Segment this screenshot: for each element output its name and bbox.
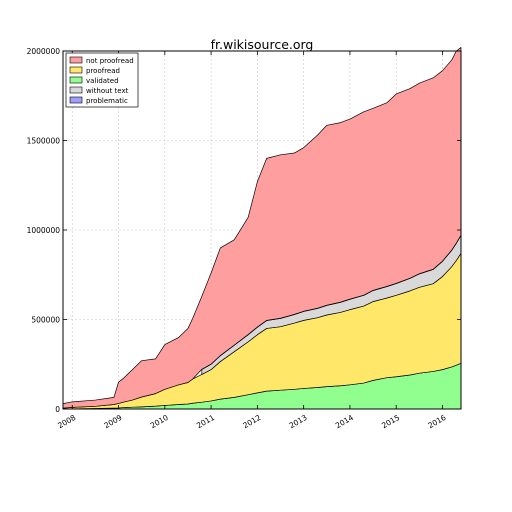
chart-title: fr.wikisource.org <box>211 37 314 52</box>
y-tick-label: 0 <box>55 405 60 414</box>
x-tick-label: 2008 <box>56 413 77 430</box>
x-tick-label: 2016 <box>426 413 447 430</box>
y-tick-label: 1500000 <box>27 137 61 146</box>
x-tick-label: 2010 <box>149 413 170 430</box>
legend-swatch-not-proofread <box>69 56 83 64</box>
y-tick-label: 1000000 <box>27 226 61 235</box>
y-tick-label: 2000000 <box>27 47 61 56</box>
legend-swatch-validated <box>69 76 83 84</box>
legend-swatch-proofread <box>69 66 83 74</box>
x-tick-label: 2012 <box>241 413 262 430</box>
legend-label-validated: validated <box>86 77 119 85</box>
x-tick-label: 2009 <box>102 413 123 430</box>
legend-label-without-text: without text <box>86 87 129 95</box>
x-tick-label: 2015 <box>380 413 401 430</box>
legend-label-proofread: proofread <box>86 67 120 75</box>
x-tick-label: 2014 <box>334 413 355 430</box>
x-tick-label: 2013 <box>288 413 309 430</box>
legend-swatch-without-text <box>69 86 83 94</box>
legend-label-problematic: problematic <box>86 97 128 105</box>
x-tick-label: 2011 <box>195 413 216 430</box>
legend-label-not-proofread: not proofread <box>86 57 134 65</box>
y-tick-label: 500000 <box>31 316 60 325</box>
legend: not proofread proofread validated without t… <box>65 52 139 108</box>
legend-swatch-problematic <box>69 96 83 104</box>
